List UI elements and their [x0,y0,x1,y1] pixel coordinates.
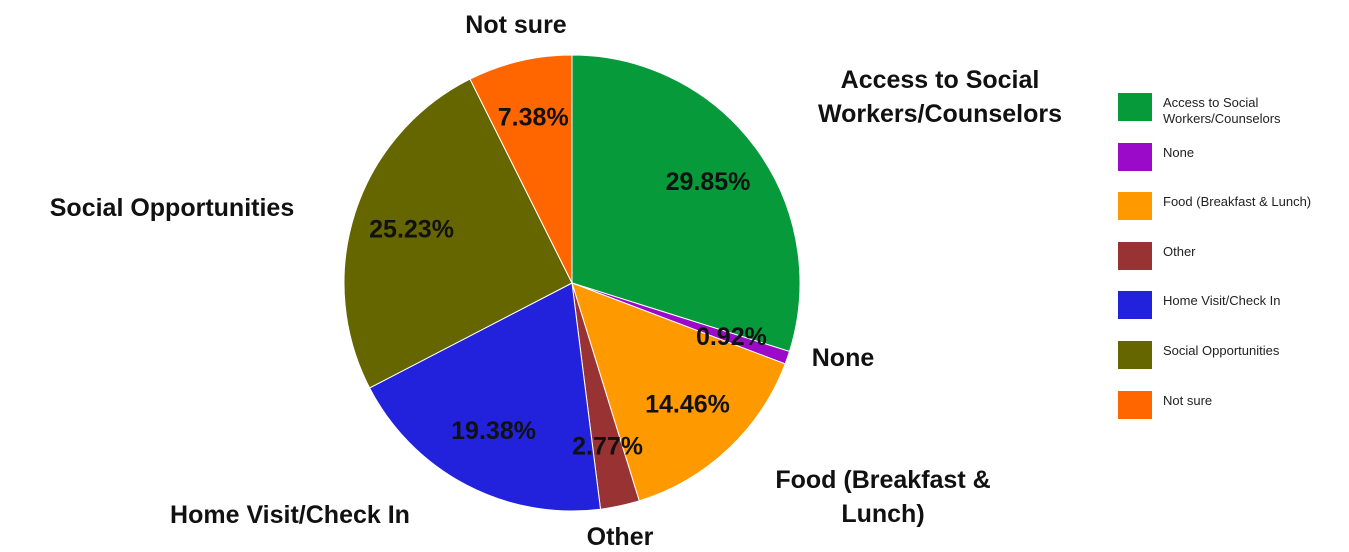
data-label: 2.77% [572,433,643,461]
data-label: 19.38% [451,417,536,445]
legend-item: Home Visit/Check In [1118,291,1348,320]
slice-label: Home Visit/Check In [170,501,410,529]
legend-item: Social Opportunities [1118,341,1348,369]
legend-item: Access to Social Workers/Counselors [1118,93,1348,127]
data-label: 14.46% [645,391,730,419]
slice-label: Food (Breakfast & Lunch) [775,466,991,528]
pie-slice [343,78,573,389]
pie-slice [368,282,602,512]
legend-swatch [1118,291,1152,320]
legend-swatch [1118,192,1152,221]
data-label: 29.85% [666,168,751,196]
legend-label: Food (Breakfast & Lunch) [1163,194,1312,210]
legend-item: None [1118,142,1348,171]
legend-swatch [1118,93,1152,121]
legend-swatch [1118,390,1152,419]
legend-swatch [1118,142,1152,171]
slice-label: Other [586,523,654,551]
slice-label: Social Opportunities [49,194,295,222]
legend-label: Other [1163,243,1196,259]
legend-label: Not sure [1163,392,1213,408]
legend-label: Home Visit/Check In [1163,293,1281,309]
legend-item: Other [1118,241,1348,270]
pie-slice [469,54,573,284]
data-label: 0.92% [696,323,767,351]
slice-label: None [811,344,875,372]
data-label: 25.23% [369,215,454,243]
legend-item: Food (Breakfast & Lunch) [1118,192,1348,221]
slice-label: Access to Social Workers/Counselors [817,66,1063,128]
legend-swatch [1118,241,1152,270]
data-label: 7.38% [498,103,569,131]
slice-label: Not sure [465,11,567,39]
pie-slice [571,282,786,502]
pie-slice [571,54,801,353]
legend-item: Not sure [1118,390,1348,419]
legend-label: None [1163,144,1195,160]
legend-label: Access to Social Workers/Counselors [1163,95,1281,126]
legend-label: Social Opportunities [1163,343,1280,358]
legend-swatch [1118,341,1152,369]
